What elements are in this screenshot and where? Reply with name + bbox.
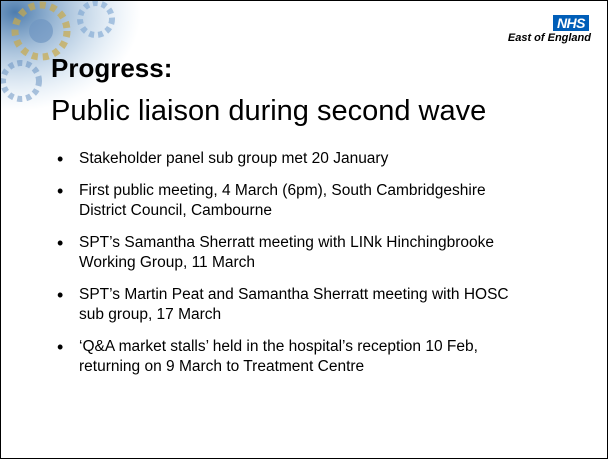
bullet-item: SPT’s Samantha Sherratt meeting with LIN… [57, 233, 527, 273]
bullet-item: Stakeholder panel sub group met 20 Janua… [57, 149, 527, 169]
bullet-list: Stakeholder panel sub group met 20 Janua… [57, 149, 527, 389]
logo-region: East of England [507, 32, 591, 44]
bullet-item: First public meeting, 4 March (6pm), Sou… [57, 181, 527, 221]
gear-decoration [1, 1, 141, 111]
bullet-item: SPT’s Martin Peat and Samantha Sherratt … [57, 285, 527, 325]
slide-subtitle: Public liaison during second wave [51, 95, 487, 127]
slide-title: Progress: [51, 53, 173, 83]
nhs-logo: NHS [552, 15, 589, 31]
bullet-item: ‘Q&A market stalls’ held in the hospital… [57, 337, 527, 377]
